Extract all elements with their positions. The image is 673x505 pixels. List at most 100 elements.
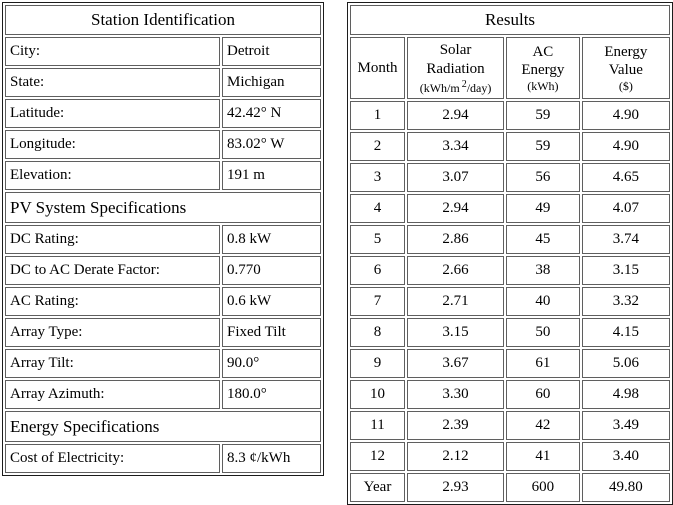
- month-cell: 5: [350, 225, 405, 254]
- ac-energy-unit: (kWh): [527, 79, 559, 94]
- ac-cell: 56: [506, 163, 580, 192]
- value-cell: 4.65: [581, 163, 670, 192]
- solar-cell: 2.94: [407, 194, 505, 223]
- station-row-latitude: Latitude: 42.42° N: [5, 99, 321, 128]
- results-table: Results Month Solar Radiation (kWh/m 2/da…: [347, 2, 673, 505]
- ac-header-line1: AC: [532, 43, 554, 60]
- year-label-cell: Year: [350, 473, 405, 502]
- ac-rating-label: AC Rating:: [5, 287, 220, 316]
- value-cell: 3.49: [581, 411, 670, 440]
- station-row-array-azimuth: Array Azimuth: 180.0°: [5, 380, 321, 409]
- month-cell: 9: [350, 349, 405, 378]
- array-tilt-label: Array Tilt:: [5, 349, 220, 378]
- station-row-electricity-cost: Cost of Electricity: 8.3 ¢/kWh: [5, 444, 321, 473]
- energy-value-column-header: Energy Value ($): [581, 37, 670, 99]
- results-row-month-1: 1 2.94 59 4.90: [350, 101, 670, 130]
- array-azimuth-value: 180.0°: [222, 380, 321, 409]
- station-row-elevation: Elevation: 191 m: [5, 161, 321, 190]
- station-identification-panel: Station Identification City: Detroit Sta…: [2, 2, 324, 476]
- year-value-cell: 49.80: [581, 473, 670, 502]
- results-title-row: Results: [350, 5, 670, 35]
- solar-cell: 3.15: [407, 318, 505, 347]
- solar-cell: 2.94: [407, 101, 505, 130]
- value-cell: 3.74: [581, 225, 670, 254]
- results-header-row: Month Solar Radiation (kWh/m 2/day) AC En…: [350, 37, 670, 99]
- ac-cell: 49: [506, 194, 580, 223]
- month-cell: 2: [350, 132, 405, 161]
- city-value: Detroit: [222, 37, 321, 66]
- month-cell: 3: [350, 163, 405, 192]
- state-label: State:: [5, 68, 220, 97]
- ac-cell: 42: [506, 411, 580, 440]
- longitude-label: Longitude:: [5, 130, 220, 159]
- results-row-month-5: 5 2.86 45 3.74: [350, 225, 670, 254]
- ac-cell: 38: [506, 256, 580, 285]
- ac-cell: 60: [506, 380, 580, 409]
- results-row-month-11: 11 2.39 42 3.49: [350, 411, 670, 440]
- ac-cell: 59: [506, 132, 580, 161]
- station-row-state: State: Michigan: [5, 68, 321, 97]
- value-cell: 4.90: [581, 101, 670, 130]
- ac-rating-value: 0.6 kW: [222, 287, 321, 316]
- ac-energy-column-header: AC Energy (kWh): [506, 37, 580, 99]
- energy-value-unit: ($): [618, 79, 633, 94]
- array-type-label: Array Type:: [5, 318, 220, 347]
- solar-cell: 2.12: [407, 442, 505, 471]
- value-cell: 3.15: [581, 256, 670, 285]
- month-cell: 7: [350, 287, 405, 316]
- electricity-cost-label: Cost of Electricity:: [5, 444, 220, 473]
- results-row-month-4: 4 2.94 49 4.07: [350, 194, 670, 223]
- ac-cell: 59: [506, 101, 580, 130]
- value-cell: 4.07: [581, 194, 670, 223]
- array-tilt-value: 90.0°: [222, 349, 321, 378]
- elevation-label: Elevation:: [5, 161, 220, 190]
- results-row-month-10: 10 3.30 60 4.98: [350, 380, 670, 409]
- longitude-value: 83.02° W: [222, 130, 321, 159]
- station-identification-table: Station Identification City: Detroit Sta…: [2, 2, 324, 476]
- station-row-city: City: Detroit: [5, 37, 321, 66]
- station-title-row: Station Identification: [5, 5, 321, 35]
- month-cell: 8: [350, 318, 405, 347]
- elevation-value: 191 m: [222, 161, 321, 190]
- results-row-month-8: 8 3.15 50 4.15: [350, 318, 670, 347]
- year-solar-cell: 2.93: [407, 473, 505, 502]
- month-cell: 12: [350, 442, 405, 471]
- results-row-month-6: 6 2.66 38 3.15: [350, 256, 670, 285]
- solar-cell: 2.66: [407, 256, 505, 285]
- solar-header-line1: Solar: [439, 42, 472, 59]
- solar-radiation-unit: (kWh/m 2/day): [419, 78, 492, 95]
- ac-cell: 50: [506, 318, 580, 347]
- station-row-longitude: Longitude: 83.02° W: [5, 130, 321, 159]
- month-cell: 1: [350, 101, 405, 130]
- station-row-derate-factor: DC to AC Derate Factor: 0.770: [5, 256, 321, 285]
- value-cell: 3.32: [581, 287, 670, 316]
- ac-cell: 41: [506, 442, 580, 471]
- electricity-cost-value: 8.3 ¢/kWh: [222, 444, 321, 473]
- solar-cell: 3.67: [407, 349, 505, 378]
- station-row-array-tilt: Array Tilt: 90.0°: [5, 349, 321, 378]
- superscript-2: 2: [461, 78, 467, 90]
- results-row-month-7: 7 2.71 40 3.32: [350, 287, 670, 316]
- array-type-value: Fixed Tilt: [222, 318, 321, 347]
- value-cell: 3.40: [581, 442, 670, 471]
- solar-cell: 3.07: [407, 163, 505, 192]
- derate-factor-label: DC to AC Derate Factor:: [5, 256, 220, 285]
- month-cell: 10: [350, 380, 405, 409]
- derate-factor-value: 0.770: [222, 256, 321, 285]
- results-row-month-12: 12 2.12 41 3.40: [350, 442, 670, 471]
- array-azimuth-label: Array Azimuth:: [5, 380, 220, 409]
- solar-cell: 2.71: [407, 287, 505, 316]
- value-cell: 4.15: [581, 318, 670, 347]
- value-cell: 4.90: [581, 132, 670, 161]
- ac-header-line2: Energy: [521, 62, 565, 79]
- energy-section-row: Energy Specifications: [5, 411, 321, 442]
- station-row-dc-rating: DC Rating: 0.8 kW: [5, 225, 321, 254]
- value-header-line2: Value: [608, 62, 643, 79]
- solar-cell: 2.86: [407, 225, 505, 254]
- energy-section-title: Energy Specifications: [5, 411, 321, 442]
- station-row-ac-rating: AC Rating: 0.6 kW: [5, 287, 321, 316]
- value-cell: 5.06: [581, 349, 670, 378]
- station-table-title: Station Identification: [5, 5, 321, 35]
- month-cell: 11: [350, 411, 405, 440]
